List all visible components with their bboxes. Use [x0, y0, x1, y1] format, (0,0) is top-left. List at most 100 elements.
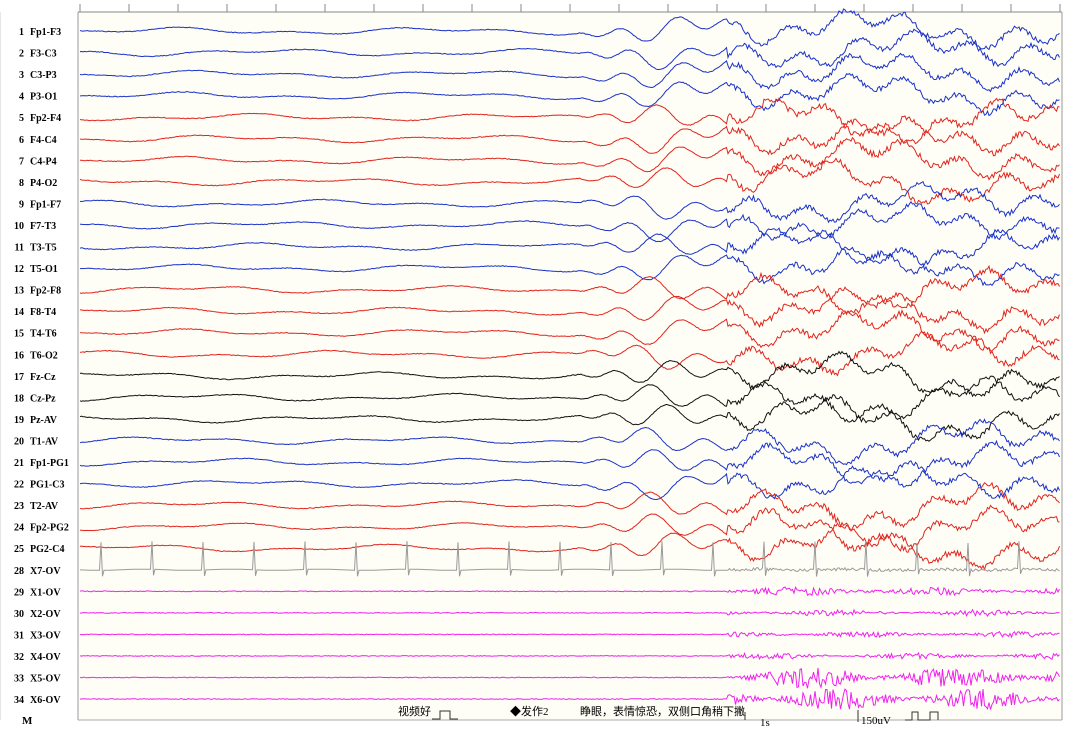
channel-number: 33: [14, 674, 24, 685]
channel-label[interactable]: Fp1-PG1: [30, 458, 69, 469]
channel-label[interactable]: T4-T6: [30, 329, 57, 340]
trace-fp2-f4: [79, 97, 1060, 145]
trace-p3-o1: [79, 72, 1060, 117]
channel-number: 13: [14, 286, 24, 297]
trace-panel-background: [78, 12, 1062, 720]
trace-c4-p4: [80, 136, 1060, 181]
channel-number: 9: [19, 199, 24, 210]
channel-number: 30: [14, 609, 24, 620]
channel-number: 32: [14, 652, 24, 663]
channel-number: 2: [19, 49, 24, 60]
channel-label[interactable]: F7-T3: [30, 221, 56, 232]
channel-label[interactable]: X5-OV: [30, 674, 61, 685]
channel-label[interactable]: Cz-Pz: [30, 393, 56, 404]
channel-label[interactable]: X4-OV: [30, 652, 61, 663]
channel-label[interactable]: T1-AV: [30, 436, 59, 447]
channel-label[interactable]: X7-OV: [30, 566, 61, 577]
channel-label[interactable]: PG2-C4: [30, 544, 64, 555]
trace-x1-ov: [79, 586, 1060, 597]
trace-t1-av: [79, 418, 1060, 466]
channel-label[interactable]: X2-OV: [30, 609, 61, 620]
channel-label[interactable]: Fp1-F3: [30, 27, 61, 38]
trace-f8-t4: [80, 286, 1060, 335]
trace-fp2-pg2: [80, 504, 1060, 553]
trace-p4-o2: [79, 157, 1060, 205]
channel-label[interactable]: X6-OV: [30, 695, 61, 706]
amplitude-scale-label: 150uV: [861, 715, 891, 727]
channel-number: 7: [19, 156, 24, 167]
channel-number: 12: [14, 264, 24, 275]
trace-x4-ov: [79, 651, 1060, 661]
annotation-row: M 视频好 ◆发作2 睁眼，表情惊恐，双侧口角稍下撇 1s 150uV: [22, 704, 1062, 729]
channel-label[interactable]: F8-T4: [30, 307, 56, 318]
channel-label[interactable]: T2-AV: [30, 501, 59, 512]
channel-label[interactable]: Pz-AV: [30, 415, 58, 426]
channel-label[interactable]: Fp1-F7: [30, 199, 61, 210]
channel-number: 16: [14, 350, 24, 361]
channel-number: 10: [14, 221, 24, 232]
trace-f7-t3: [80, 201, 1060, 243]
channel-number: 11: [15, 243, 24, 254]
channel-label[interactable]: P3-O1: [30, 92, 57, 103]
channel-number: 28: [14, 566, 24, 577]
annotation-video[interactable]: 视频好: [398, 704, 431, 718]
trace-f3-c3: [79, 28, 1060, 70]
channel-number: 14: [14, 307, 24, 318]
channel-label-column: 1 Fp1-F32 F3-C33 C3-P34 P3-O15 Fp2-F46 F4-C47 C…: [14, 27, 69, 706]
channel-number: 31: [14, 630, 24, 641]
trace-fp1-pg1: [79, 439, 1060, 488]
channel-number: 15: [14, 329, 24, 340]
channel-label[interactable]: X1-OV: [30, 587, 61, 598]
trace-t2-av: [79, 481, 1060, 533]
trace-x5-ov: [79, 667, 1060, 690]
trace-pg2-c4: [79, 521, 1060, 572]
channel-number: 8: [19, 178, 24, 189]
marker-row-label: M: [22, 715, 33, 727]
channel-label[interactable]: Fp2-F8: [30, 286, 61, 297]
channel-number: 19: [14, 415, 24, 426]
channel-label[interactable]: Fp2-PG2: [30, 523, 69, 534]
channel-label[interactable]: X3-OV: [30, 630, 61, 641]
channel-number: 23: [14, 501, 24, 512]
channel-number: 4: [19, 92, 24, 103]
channel-number: 21: [14, 458, 24, 469]
channel-label[interactable]: T3-T5: [30, 243, 57, 254]
trace-t3-t5: [79, 227, 1060, 275]
channel-number: 20: [14, 436, 24, 447]
channel-number: 3: [19, 70, 24, 81]
channel-label[interactable]: T6-O2: [30, 350, 58, 361]
trace-pz-av: [79, 393, 1060, 442]
trace-t5-o1: [79, 246, 1060, 287]
channel-label[interactable]: T5-O1: [30, 264, 58, 275]
channel-number: 1: [19, 27, 24, 38]
channel-label[interactable]: F3-C3: [30, 49, 57, 60]
channel-label[interactable]: PG1-C3: [30, 480, 64, 491]
trace-fp2-f8: [79, 264, 1060, 316]
trace-x2-ov: [79, 608, 1060, 618]
channel-number: 6: [19, 135, 24, 146]
annotation-seizure[interactable]: ◆发作2: [510, 704, 549, 718]
channel-label[interactable]: C3-P3: [30, 70, 57, 81]
annotation-description[interactable]: 睁眼，表情惊恐，双侧口角稍下撇: [580, 704, 745, 718]
trace-x7-ov: [80, 541, 1060, 577]
channel-label[interactable]: Fp2-F4: [30, 113, 61, 124]
annotation-video-marker: [432, 710, 458, 720]
amplitude-calibration-pulse: [905, 711, 939, 721]
channel-label[interactable]: F4-C4: [30, 135, 57, 146]
channel-label[interactable]: Fz-Cz: [30, 372, 56, 383]
channel-number: 22: [14, 480, 24, 491]
channel-number: 5: [19, 113, 24, 124]
trace-fz-cz: [79, 350, 1060, 398]
trace-x6-ov: [79, 688, 1060, 710]
trace-fp1-f7: [79, 180, 1060, 224]
time-ruler: [79, 4, 1061, 12]
channel-label[interactable]: P4-O2: [30, 178, 57, 189]
trace-cz-pz: [79, 375, 1060, 423]
time-scale-label: 1s: [760, 717, 770, 729]
channel-number: 29: [14, 587, 24, 598]
channel-label[interactable]: C4-P4: [30, 156, 57, 167]
channel-number: 17: [14, 372, 24, 383]
eeg-trace-area: [79, 8, 1060, 710]
trace-c3-p3: [79, 52, 1060, 93]
